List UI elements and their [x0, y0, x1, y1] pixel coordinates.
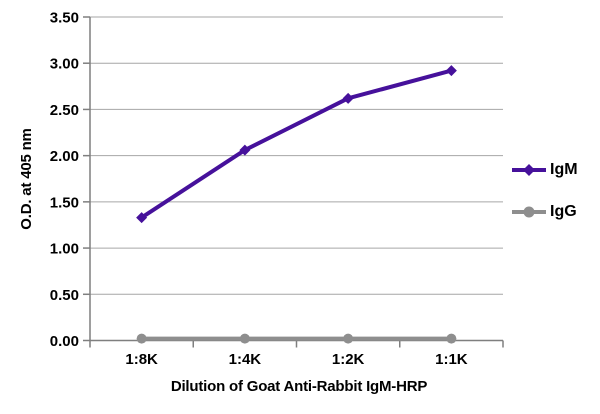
legend-item-igg: IgG — [511, 202, 577, 222]
y-tick-label: 2.50 — [50, 102, 79, 119]
legend-item-igm: IgM — [511, 160, 578, 180]
legend-label-igg: IgG — [550, 203, 577, 220]
legend-label-igm: IgM — [550, 161, 578, 178]
igg-marker — [136, 333, 147, 344]
x-tick-label: 1:4K — [229, 351, 262, 368]
x-tick-label: 1:2K — [332, 351, 365, 368]
y-tick-label: 1.00 — [50, 241, 79, 258]
igm-line-marker-icon — [511, 162, 548, 178]
y-tick-label: 1.50 — [50, 194, 79, 211]
y-tick-label: 2.00 — [50, 148, 79, 165]
y-tick-label: 3.50 — [50, 10, 79, 27]
x-tick-label: 1:1K — [435, 351, 468, 368]
y-tick-label: 0.50 — [50, 287, 79, 304]
y-axis-title: O.D. at 405 nm — [18, 128, 35, 229]
igm-marker — [342, 92, 354, 104]
igm-marker — [239, 144, 251, 156]
igm-line — [139, 68, 454, 220]
x-tick-label: 1:8K — [125, 351, 158, 368]
igg-marker — [446, 333, 457, 344]
y-tick-label: 3.00 — [50, 56, 79, 73]
igg-marker — [343, 333, 354, 344]
x-axis-title: Dilution of Goat Anti-Rabbit IgM-HRP — [171, 378, 428, 395]
igg-marker — [239, 333, 250, 344]
igg-line-marker-icon — [511, 204, 548, 220]
y-tick-label: 0.00 — [50, 333, 79, 350]
igm-marker — [136, 212, 148, 224]
igm-marker — [445, 65, 457, 77]
